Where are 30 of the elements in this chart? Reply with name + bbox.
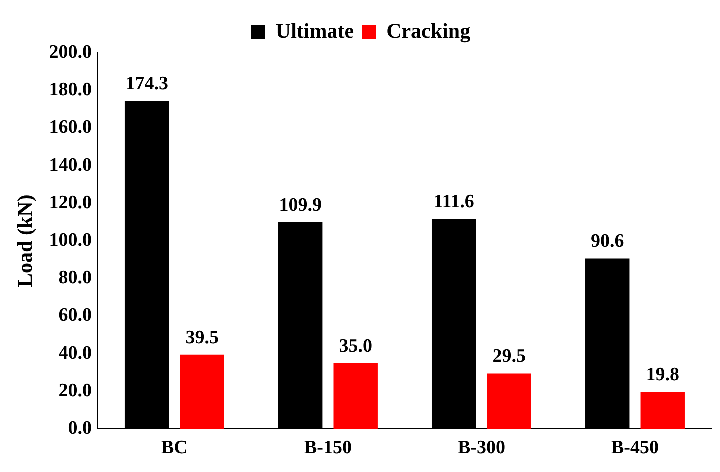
x-tick-label: B-300 bbox=[458, 438, 506, 459]
data-label: 29.5 bbox=[492, 346, 526, 368]
x-tick-label: B-450 bbox=[611, 438, 659, 459]
data-label: 19.8 bbox=[646, 364, 680, 386]
data-label: 111.6 bbox=[434, 192, 474, 213]
y-tick-label: 160.0 bbox=[49, 117, 92, 138]
y-tick-label: 20.0 bbox=[58, 380, 92, 402]
data-label: 109.9 bbox=[279, 194, 322, 216]
y-axis-title: Load (kN) bbox=[13, 194, 38, 288]
y-tick-label: 40.0 bbox=[58, 342, 92, 364]
data-label: 39.5 bbox=[186, 327, 219, 348]
legend-label: Cracking bbox=[386, 18, 472, 43]
y-tick-label: 120.0 bbox=[49, 192, 92, 214]
legend-label: Ultimate bbox=[276, 18, 354, 43]
y-tick-label: 60.0 bbox=[58, 305, 92, 326]
y-tick-label: 140.0 bbox=[49, 154, 92, 176]
bar bbox=[640, 392, 685, 430]
y-tick-label: 100.0 bbox=[49, 230, 92, 252]
bar bbox=[487, 374, 532, 430]
y-tick-label: 180.0 bbox=[49, 80, 92, 101]
x-tick-label: B-150 bbox=[304, 438, 352, 459]
data-label: 35.0 bbox=[339, 336, 372, 357]
data-label: 174.3 bbox=[126, 74, 168, 95]
bar bbox=[334, 363, 378, 430]
y-tick-label: 200.0 bbox=[49, 42, 92, 63]
x-tick-label: BC bbox=[162, 438, 188, 459]
bar bbox=[180, 354, 224, 430]
y-tick-label: 80.0 bbox=[58, 268, 92, 289]
data-label: 90.6 bbox=[590, 231, 624, 252]
y-tick-label: 0.0 bbox=[68, 418, 92, 440]
